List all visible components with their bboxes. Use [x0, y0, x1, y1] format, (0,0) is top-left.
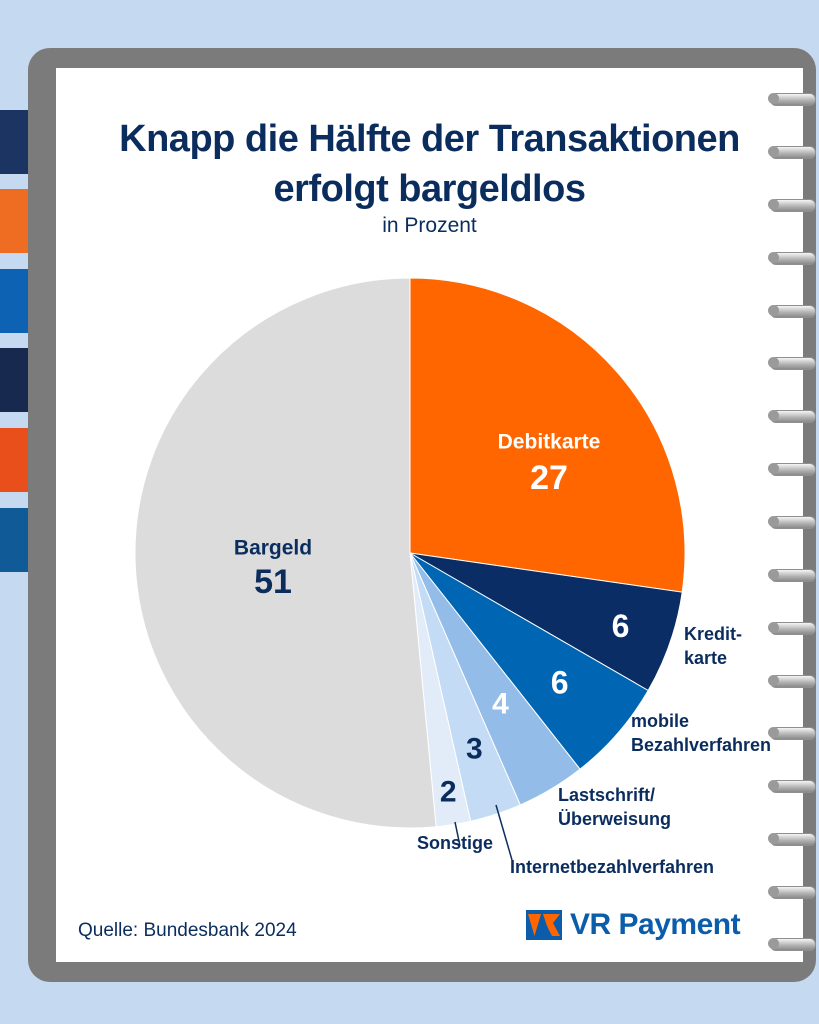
pie-slice-debitkarte [409, 277, 686, 593]
category-label-lastschrift: Lastschrift/Überweisung [558, 785, 671, 829]
pie-slice-bargeld [134, 277, 437, 829]
binding-ring [768, 938, 816, 951]
vr-logo-mark-icon [526, 910, 562, 940]
chart-title-line-2: erfolgt bargeldlos [273, 168, 586, 210]
value-label-sonstige: 2 [440, 775, 457, 808]
binding-ring [768, 305, 816, 318]
binding-ring [768, 569, 816, 582]
binding-ring [768, 780, 816, 793]
leader-line-internet [495, 804, 513, 861]
binding-ring [768, 675, 816, 688]
chart-subtitle: in Prozent [382, 214, 477, 237]
binding-ring [768, 463, 816, 476]
binding-ring [768, 199, 816, 212]
category-label-debitkarte: Debitkarte [498, 431, 601, 454]
binding-ring [768, 357, 816, 370]
category-label-internet: Internetbezahlverfahren [510, 857, 714, 877]
value-label-mobile: 6 [551, 665, 569, 701]
source-note: Quelle: Bundesbank 2024 [78, 920, 297, 941]
category-label-sonstige: Sonstige [417, 833, 493, 853]
category-label-mobile: mobile Bezahlverfahren [631, 711, 771, 755]
vr-payment-logo: VR Payment [526, 908, 741, 942]
binding-ring [768, 727, 816, 740]
brand-name: VR Payment [570, 908, 741, 941]
value-label-debitkarte: 27 [530, 459, 568, 497]
value-label-bargeld: 51 [254, 563, 292, 601]
category-label-kreditkarte: Kredit-karte [684, 624, 742, 668]
binding-ring [768, 886, 816, 899]
binding-ring [768, 252, 816, 265]
binding-ring [768, 833, 816, 846]
leader-line-sonstige [454, 821, 461, 847]
binding-ring [768, 93, 816, 106]
binding-ring [768, 410, 816, 423]
chart-title-line-1: Knapp die Hälfte der Transaktionen [119, 118, 740, 160]
value-label-kreditkarte: 6 [612, 608, 630, 644]
binding-ring [768, 146, 816, 159]
binding-ring [768, 516, 816, 529]
binding-ring [768, 622, 816, 635]
value-label-lastschrift: 4 [492, 688, 509, 721]
value-label-internet: 3 [466, 732, 483, 765]
category-label-bargeld: Bargeld [234, 537, 312, 560]
